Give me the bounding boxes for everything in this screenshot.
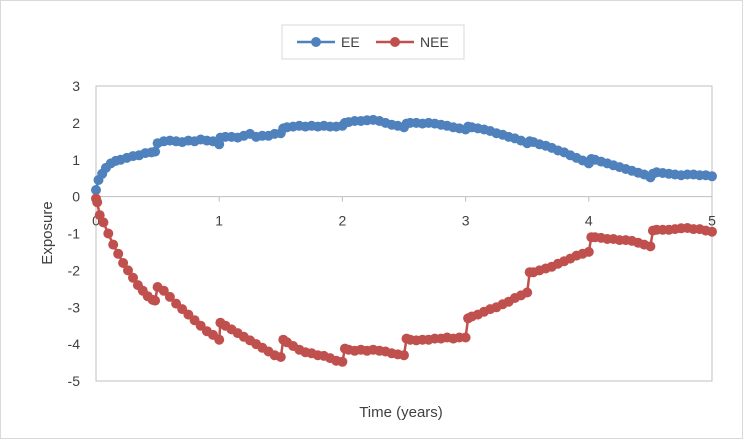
y-tick-label: -3 xyxy=(68,299,81,315)
data-point-nee xyxy=(92,197,103,208)
legend-marker-nee xyxy=(390,37,400,47)
data-point-nee xyxy=(158,285,169,296)
data-point-nee xyxy=(399,350,409,361)
y-axis: 3 2 1 0 -1 -2 -3 -4 -5 xyxy=(68,78,81,389)
data-point-nee xyxy=(164,291,175,302)
legend: EE NEE xyxy=(281,24,465,60)
legend-item-ee: EE xyxy=(297,34,360,50)
x-tick-label: 2 xyxy=(339,213,347,229)
data-point-nee xyxy=(128,272,138,283)
x-axis: 0 1 2 3 4 5 xyxy=(92,196,716,229)
y-axis-title: Exposure xyxy=(39,201,56,264)
series-layer xyxy=(91,114,717,367)
data-point-nee xyxy=(214,334,225,345)
x-axis-title: Time (years) xyxy=(359,404,443,421)
y-tick-label: -4 xyxy=(68,336,81,352)
data-point-nee xyxy=(337,356,348,367)
data-point-nee xyxy=(150,295,161,306)
x-tick-label: 5 xyxy=(708,213,716,229)
y-tick-label: 1 xyxy=(72,152,80,168)
y-tick-label: -1 xyxy=(68,226,81,242)
data-point-nee xyxy=(123,265,133,276)
x-tick-label: 0 xyxy=(92,213,100,229)
data-point-nee xyxy=(460,332,471,343)
legend-label-ee: EE xyxy=(341,34,360,50)
x-tick-label: 4 xyxy=(585,213,593,229)
data-point-nee xyxy=(98,217,109,228)
data-point-nee xyxy=(522,287,533,298)
data-point-nee xyxy=(645,241,656,252)
data-point-ee xyxy=(91,185,101,195)
x-tick-label: 3 xyxy=(462,213,470,229)
data-point-nee xyxy=(108,239,119,250)
data-point-nee xyxy=(113,248,124,259)
data-point-ee xyxy=(707,171,717,182)
legend-label-nee: NEE xyxy=(420,34,449,50)
series-ee xyxy=(91,114,717,195)
y-tick-label: -5 xyxy=(68,373,81,389)
y-tick-label: 3 xyxy=(72,78,80,94)
series-nee xyxy=(91,193,717,367)
data-point-ee xyxy=(150,146,161,157)
data-point-nee xyxy=(103,228,114,239)
y-tick-label: 0 xyxy=(72,189,80,205)
legend-item-nee: NEE xyxy=(376,34,449,50)
x-tick-label: 1 xyxy=(215,213,223,229)
y-tick-label: -2 xyxy=(68,262,81,278)
data-point-nee xyxy=(583,246,594,257)
data-point-nee xyxy=(707,226,717,237)
y-tick-label: 2 xyxy=(72,115,80,131)
data-point-nee xyxy=(118,258,129,268)
data-point-nee xyxy=(275,352,286,362)
legend-marker-ee xyxy=(311,37,321,47)
